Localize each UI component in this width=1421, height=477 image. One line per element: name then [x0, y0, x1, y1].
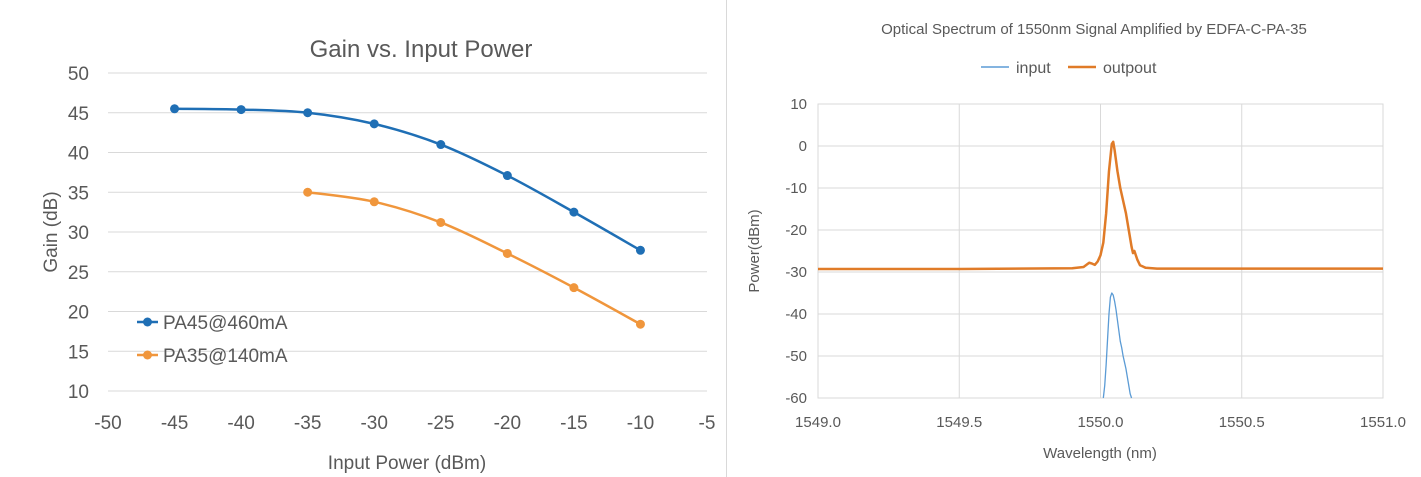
data-point	[635, 319, 645, 329]
x-tick-label: -15	[560, 413, 587, 434]
data-point	[303, 187, 313, 197]
y-axis-title: Power(dBm)	[746, 209, 763, 292]
x-axis-title: Wavelength (nm)	[1043, 445, 1157, 462]
y-tick-label: -50	[785, 348, 807, 365]
y-tick-label: -30	[785, 264, 807, 281]
spectrum-chart: Optical Spectrum of 1550nm Signal Amplif…	[746, 21, 1406, 462]
y-tick-label: 25	[68, 263, 89, 284]
gain-chart-panel: Gain vs. Input Power 10 15 20 25 30 35 40 45 50 -5…	[41, 0, 727, 477]
legend-label: PA35@140mA	[163, 346, 288, 367]
y-tick-label: 10	[68, 382, 89, 403]
data-point	[569, 283, 579, 293]
y-tick-label: 35	[68, 183, 89, 204]
series-line-1	[307, 191, 642, 326]
series-line-outpout	[818, 140, 1383, 271]
y-tick-label: 15	[68, 342, 89, 363]
legend-swatch-marker	[143, 350, 152, 360]
y-tick-label: 40	[68, 144, 89, 165]
x-tick-label: 1549.5	[936, 414, 982, 431]
x-tick-label: 1550.5	[1219, 414, 1265, 431]
data-point	[369, 197, 379, 207]
y-tick-label: 0	[799, 138, 807, 155]
data-point	[303, 108, 313, 118]
gain-chart: Gain vs. Input Power 10 15 20 25 30 35 40 45 50 -5…	[41, 36, 716, 474]
x-tick-label: 1551.0	[1360, 414, 1406, 431]
x-tick-label: -45	[161, 413, 188, 434]
legend-swatch-marker	[143, 317, 152, 327]
data-point	[635, 245, 645, 255]
data-point	[369, 119, 379, 129]
x-tick-label: -40	[227, 413, 254, 434]
data-point	[436, 140, 446, 150]
x-tick-label: -20	[494, 413, 521, 434]
y-tick-label: -10	[785, 180, 807, 197]
y-tick-label: 10	[790, 96, 807, 113]
x-tick-label: -25	[427, 413, 454, 434]
x-tick-label: -10	[627, 413, 654, 434]
data-point	[502, 248, 512, 258]
chart-title: Gain vs. Input Power	[310, 36, 533, 63]
x-tick-label: -30	[360, 413, 387, 434]
x-tick-label: -50	[94, 413, 121, 434]
legend-label-input: input	[1016, 60, 1051, 77]
series-line-0	[174, 107, 642, 252]
y-tick-label: 20	[68, 303, 89, 324]
x-tick-label: -35	[294, 413, 321, 434]
y-tick-label: 30	[68, 223, 89, 244]
x-tick-label: 1549.0	[795, 414, 841, 431]
y-axis-title: Gain (dB)	[41, 191, 62, 272]
data-point	[569, 207, 579, 217]
data-point	[170, 104, 180, 114]
legend-label-output: outpout	[1103, 60, 1157, 77]
y-tick-label: -40	[785, 306, 807, 323]
x-axis-title: Input Power (dBm)	[328, 453, 486, 474]
x-tick-label: -5	[699, 413, 716, 434]
y-tick-label: 50	[68, 64, 89, 85]
y-tick-label: -60	[785, 390, 807, 407]
x-tick-label: 1550.0	[1078, 414, 1124, 431]
data-point	[436, 217, 446, 227]
spectrum-chart-panel: Optical Spectrum of 1550nm Signal Amplif…	[730, 0, 1421, 477]
chart-title: Optical Spectrum of 1550nm Signal Amplif…	[881, 21, 1307, 38]
data-point	[502, 171, 512, 181]
series-line-input	[1102, 292, 1133, 399]
data-point	[236, 105, 246, 115]
y-tick-label: -20	[785, 222, 807, 239]
legend-label: PA45@460mA	[163, 313, 288, 334]
y-tick-label: 45	[68, 104, 89, 125]
